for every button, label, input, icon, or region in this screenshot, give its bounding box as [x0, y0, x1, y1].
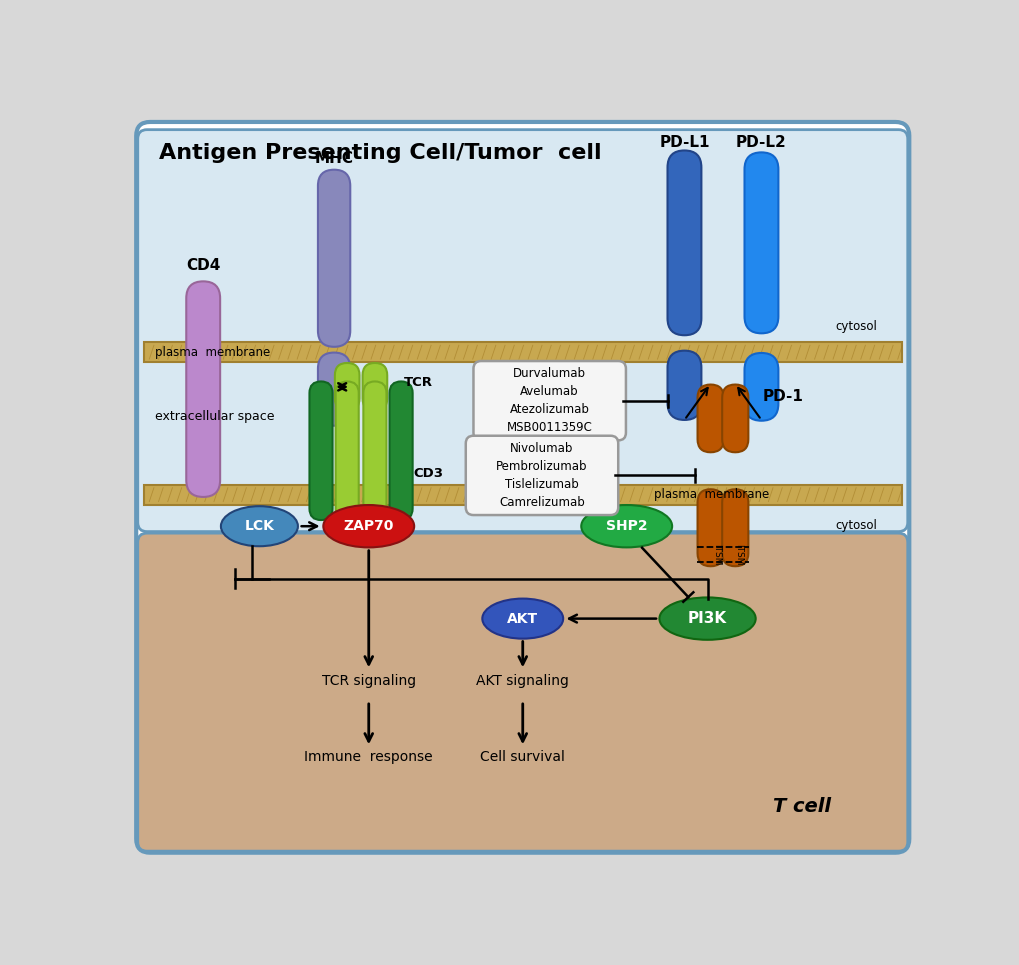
Text: MHC: MHC [314, 151, 354, 166]
Text: Antigen Presenting Cell/Tumor  cell: Antigen Presenting Cell/Tumor cell [159, 143, 601, 163]
Text: Cell survival: Cell survival [480, 750, 565, 763]
Text: SHP2: SHP2 [605, 519, 647, 534]
Text: Durvalumab
Avelumab
Atezolizumab
MSB0011359C: Durvalumab Avelumab Atezolizumab MSB0011… [506, 368, 592, 434]
Text: TCR signaling: TCR signaling [321, 674, 416, 688]
Text: CD3: CD3 [413, 467, 443, 481]
Text: CD4: CD4 [185, 259, 220, 273]
Text: AKT signaling: AKT signaling [476, 674, 569, 688]
Ellipse shape [482, 598, 562, 639]
Ellipse shape [658, 597, 755, 640]
Text: plasma  membrane: plasma membrane [155, 345, 270, 359]
Text: PD-L2: PD-L2 [736, 135, 786, 151]
FancyBboxPatch shape [721, 489, 748, 566]
FancyBboxPatch shape [362, 363, 387, 411]
FancyBboxPatch shape [309, 381, 332, 520]
FancyBboxPatch shape [318, 170, 350, 346]
FancyBboxPatch shape [744, 353, 777, 421]
FancyBboxPatch shape [697, 489, 723, 566]
Text: T cell: T cell [772, 797, 829, 816]
FancyBboxPatch shape [334, 363, 359, 411]
Text: ITSM: ITSM [711, 544, 720, 565]
FancyBboxPatch shape [666, 151, 701, 335]
Text: TCR: TCR [403, 376, 432, 390]
Text: plasma  membrane: plasma membrane [653, 488, 768, 501]
Ellipse shape [581, 505, 672, 547]
FancyBboxPatch shape [473, 361, 626, 440]
Ellipse shape [323, 505, 414, 547]
FancyBboxPatch shape [138, 533, 907, 851]
FancyBboxPatch shape [318, 352, 350, 426]
Text: AKT: AKT [506, 612, 538, 625]
FancyBboxPatch shape [466, 436, 618, 515]
Bar [144, 484, 901, 505]
FancyBboxPatch shape [666, 350, 701, 420]
FancyBboxPatch shape [697, 384, 723, 453]
Text: Immune  response: Immune response [304, 750, 433, 763]
FancyBboxPatch shape [721, 384, 748, 453]
Text: PD-L1: PD-L1 [658, 135, 709, 151]
Text: LCK: LCK [245, 519, 274, 534]
Text: PD-1: PD-1 [762, 389, 803, 404]
FancyBboxPatch shape [389, 381, 413, 520]
Ellipse shape [221, 507, 298, 546]
FancyBboxPatch shape [335, 381, 359, 520]
FancyBboxPatch shape [138, 129, 907, 532]
Text: Nivolumab
Pembrolizumab
Tislelizumab
Camrelizumab: Nivolumab Pembrolizumab Tislelizumab Cam… [496, 442, 587, 509]
Text: cytosol: cytosol [835, 320, 876, 333]
Bar [144, 343, 901, 362]
Text: cytosol: cytosol [835, 518, 876, 532]
FancyBboxPatch shape [744, 152, 777, 333]
Text: ZAP70: ZAP70 [343, 519, 393, 534]
Text: ITSM: ITSM [733, 544, 742, 565]
Text: extracellular space: extracellular space [155, 409, 274, 423]
FancyBboxPatch shape [363, 381, 386, 520]
FancyBboxPatch shape [137, 122, 908, 853]
FancyBboxPatch shape [186, 282, 220, 497]
Text: PI3K: PI3K [687, 611, 727, 626]
